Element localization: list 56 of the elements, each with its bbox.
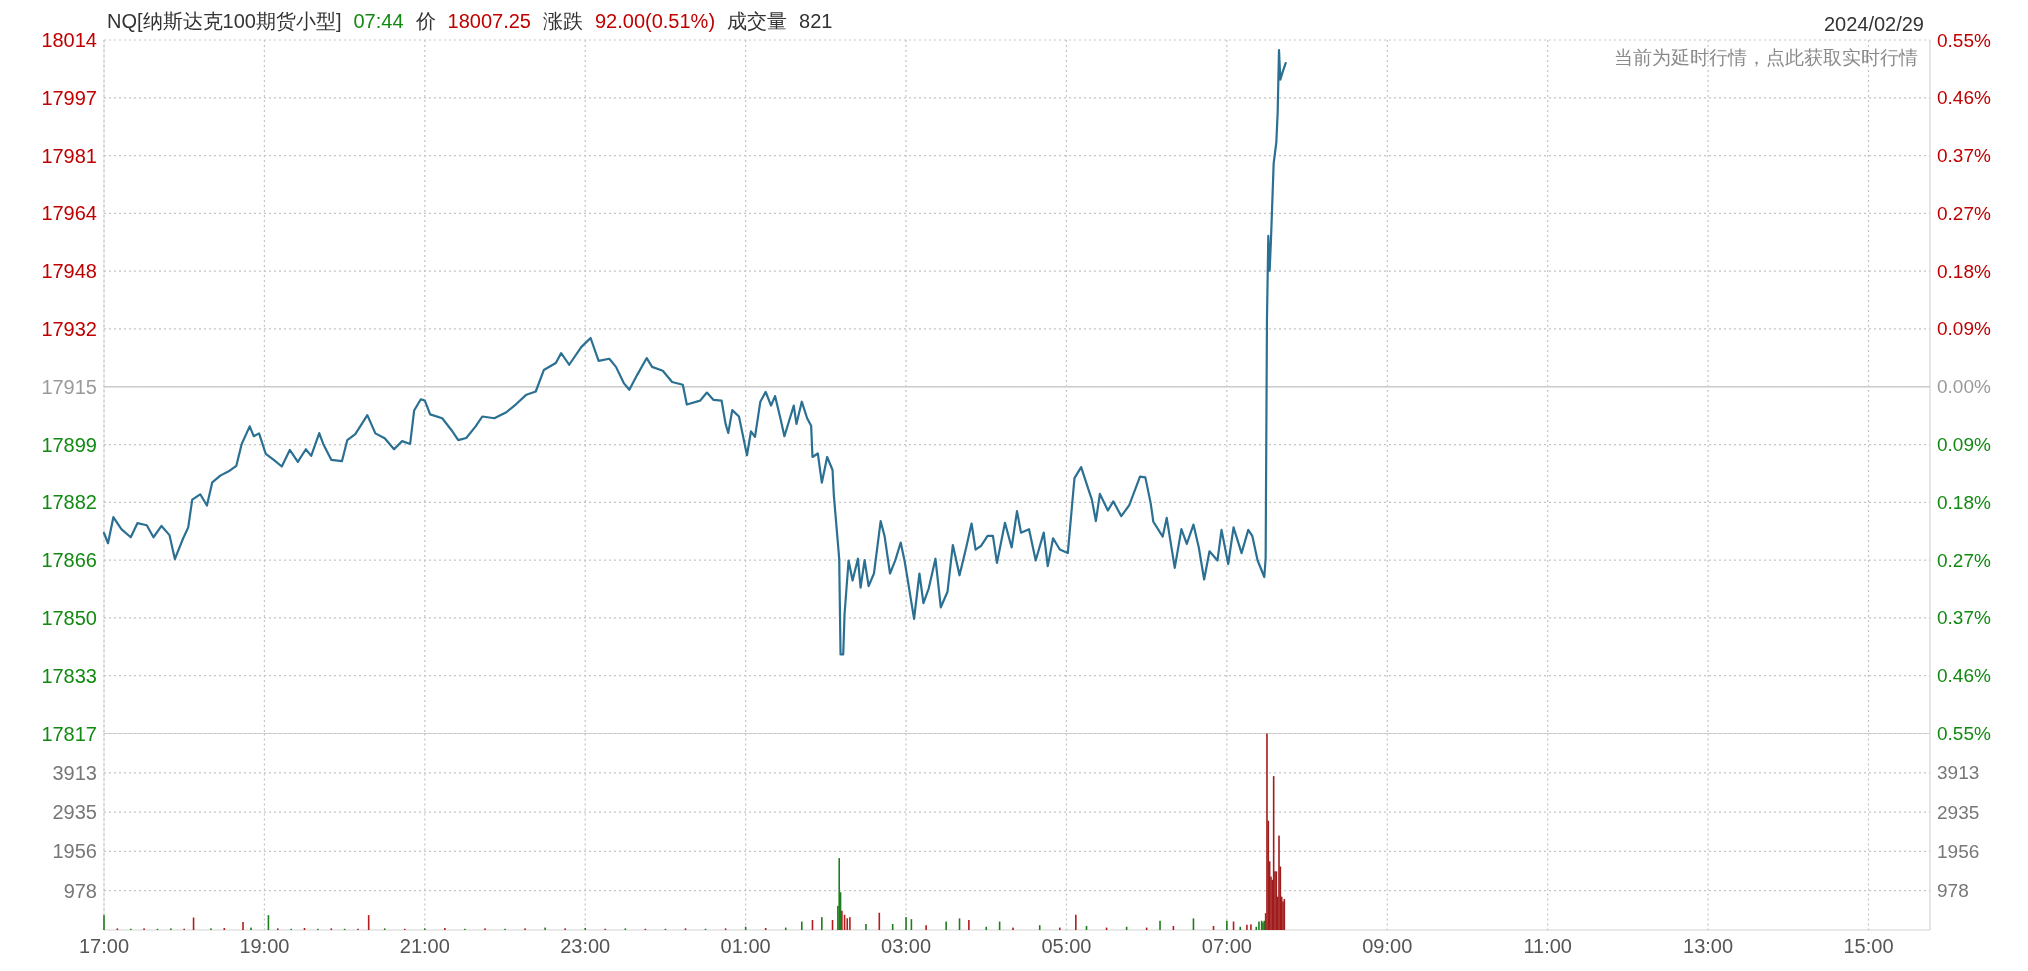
y2-tick-label: 0.46% <box>1937 665 1991 687</box>
y2-tick-label: 0.27% <box>1937 202 1991 224</box>
y2-tick-label: 0.18% <box>1937 491 1991 513</box>
x-tick-label: 13:00 <box>1683 935 1734 957</box>
y-tick-label: 17817 <box>41 722 97 745</box>
y-tick-label: 17915 <box>41 375 97 398</box>
y2-tick-label: 0.09% <box>1937 434 1991 456</box>
y2-tick-label: 0.46% <box>1937 87 1991 109</box>
x-tick-label: 03:00 <box>881 935 932 957</box>
y-tick-label: 17948 <box>41 260 97 283</box>
y2-tick-label: 1956 <box>1937 840 1980 862</box>
text: 92.00(0.51%) <box>594 10 716 32</box>
y-tick-label: 2935 <box>52 801 97 824</box>
annotation: 当前为延时行情，点此获取实时行情 <box>1614 46 1918 68</box>
x-tick-label: 23:00 <box>560 935 611 957</box>
y2-tick-label: 3913 <box>1937 762 1980 784</box>
x-tick-label: 15:00 <box>1843 935 1894 957</box>
x-tick-label: 17:00 <box>78 935 130 957</box>
y-tick-label: 17833 <box>41 664 97 687</box>
x-tick-label: 07:00 <box>1201 935 1252 957</box>
y-tick-label: 1956 <box>52 840 97 863</box>
y-tick-label: 17981 <box>41 144 97 167</box>
text: 2024/02/29 <box>1823 13 1924 35</box>
text: 821 <box>799 10 833 32</box>
text: 涨跌 <box>542 10 583 32</box>
y-tick-label: 17932 <box>41 317 97 340</box>
y-tick-label: 17899 <box>41 433 97 456</box>
y2-tick-label: 0.18% <box>1937 260 1991 282</box>
y-tick-label: 978 <box>63 879 97 902</box>
y2-tick-label: 978 <box>1937 880 1969 902</box>
y-tick-label: 17997 <box>41 86 97 109</box>
y2-tick-label: 0.37% <box>1937 145 1991 167</box>
text: 成交量 <box>727 10 788 32</box>
chart-title: NQ[纳斯达克100期货小型] <box>107 10 342 32</box>
text: 07:44 <box>353 10 404 32</box>
text: 价 <box>414 10 436 32</box>
y-tick-label: 3913 <box>52 761 97 784</box>
x-tick-label: 19:00 <box>239 935 290 957</box>
y-tick-label: 18014 <box>41 29 97 51</box>
x-tick-label: 09:00 <box>1362 935 1413 957</box>
y-tick-label: 17882 <box>41 491 97 514</box>
x-tick-label: 01:00 <box>720 935 771 957</box>
y2-tick-label: 2935 <box>1937 801 1980 823</box>
x-tick-label: 11:00 <box>1523 935 1572 957</box>
x-tick-label: 05:00 <box>1041 935 1092 957</box>
x-tick-label: 21:00 <box>399 935 450 957</box>
text: 18007.25 <box>447 10 531 32</box>
y2-tick-label: 0.27% <box>1937 549 1991 571</box>
y2-tick-label: 0.37% <box>1937 607 1991 629</box>
y2-tick-label: 0.55% <box>1937 29 1991 51</box>
y2-tick-label: 0.00% <box>1937 376 1991 398</box>
y-tick-label: 17850 <box>41 606 97 629</box>
y-tick-label: 17964 <box>41 202 97 225</box>
y2-tick-label: 0.55% <box>1937 723 1991 744</box>
y-tick-label: 17866 <box>41 549 97 572</box>
y2-tick-label: 0.09% <box>1937 318 1991 340</box>
